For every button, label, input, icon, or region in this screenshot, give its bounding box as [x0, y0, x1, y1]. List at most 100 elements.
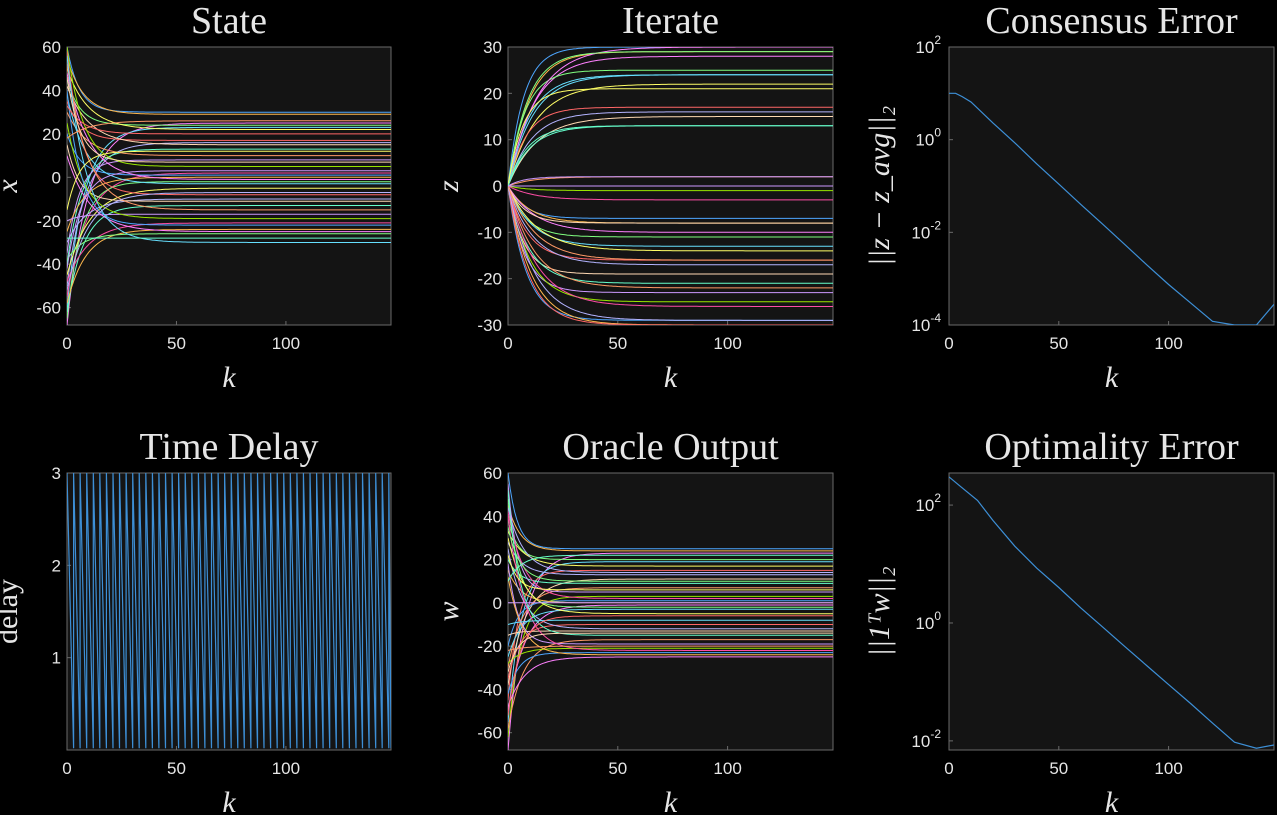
x-tick-label: 50: [167, 759, 186, 778]
subplot-oracle-output: Oracle Output k w 0 50 100 60 40 20 0 -20 -40 -60: [432, 426, 834, 815]
subplot-consensus-error: Consensus Error k ||z − z_avg||₂ 0 50 100 102 1…: [863, 0, 1275, 394]
x-tick-label: 100: [1154, 759, 1182, 778]
series-line: [508, 74, 833, 187]
series-line: [949, 92, 1274, 325]
series-line: [508, 125, 833, 187]
x-tick-label: 0: [944, 759, 953, 778]
x-tick-label: 100: [1154, 334, 1182, 353]
axes-background: [949, 473, 1274, 750]
series-line: [67, 120, 391, 139]
series-line: [508, 531, 833, 567]
series-line: [67, 122, 391, 220]
x-axis-label: k: [222, 786, 236, 815]
axes-frame: [948, 46, 1275, 326]
axes-background: [508, 473, 833, 750]
series-line: [508, 185, 833, 294]
series-line: [508, 185, 833, 303]
series-line: [67, 222, 391, 282]
series-line: [508, 185, 833, 219]
series-line: [508, 656, 833, 707]
y-tick-label: 10-2: [911, 218, 941, 242]
series-line: [508, 526, 833, 582]
x-tick-label: 50: [167, 334, 186, 353]
series-line: [508, 516, 833, 651]
y-tick-label: 100: [915, 126, 941, 150]
chart-title: Oracle Output: [562, 426, 779, 468]
series-line: [508, 83, 833, 187]
series-line: [508, 569, 833, 701]
series-line: [508, 632, 833, 673]
series-line: [508, 111, 833, 187]
series-line: [67, 198, 391, 243]
x-tick-label: 100: [272, 759, 300, 778]
series-line: [508, 185, 833, 238]
axes-background: [949, 47, 1274, 325]
series-line: [67, 144, 391, 202]
series-line: [67, 105, 391, 135]
series-line: [508, 548, 833, 630]
series-line: [508, 630, 833, 636]
axes-frame: [507, 472, 834, 751]
series-line: [508, 185, 833, 201]
y-tick-label: 102: [915, 491, 941, 515]
series-line: [508, 647, 833, 664]
y-tick-label: 100: [915, 609, 941, 633]
x-axis-label: k: [664, 786, 678, 815]
series-line: [508, 542, 833, 576]
series-line: [508, 576, 833, 656]
subplot-state: State k x 0 50 100 60 40 20 0 -20 -40 -60: [0, 0, 392, 394]
series-line: [508, 185, 833, 307]
series-line: [508, 498, 833, 608]
series-line: [67, 126, 391, 308]
series-line: [67, 72, 391, 180]
chart-title: State: [191, 0, 267, 42]
series-line: [67, 142, 391, 286]
series-line: [67, 47, 391, 113]
y-tick-label: 0: [493, 594, 502, 613]
series-line: [508, 619, 833, 625]
y-tick-label: -60: [477, 724, 502, 743]
series-line: [508, 185, 833, 224]
series-line: [67, 228, 391, 304]
x-axis-label: k: [1105, 361, 1119, 394]
series-line: [508, 47, 833, 187]
y-axis-label: x: [0, 179, 24, 194]
series-lines: [67, 473, 391, 749]
series-line: [67, 122, 391, 325]
axes-background: [67, 47, 391, 325]
y-tick-label: -40: [36, 255, 61, 274]
series-line: [508, 600, 833, 647]
y-axis-label: ||1ᵀw||₂: [863, 566, 896, 656]
y-axis-label: z: [432, 180, 465, 193]
y-tick-label: 60: [42, 38, 61, 57]
series-line: [508, 185, 833, 252]
series-line: [508, 505, 833, 552]
series-line: [508, 185, 833, 289]
x-tick-label: 50: [1049, 334, 1068, 353]
series-line: [508, 185, 833, 233]
series-line: [67, 55, 391, 243]
y-tick-label: 1: [52, 649, 61, 668]
y-tick-label: 0: [52, 168, 61, 187]
series-line: [508, 88, 833, 187]
x-axis-label: k: [1105, 786, 1119, 815]
series-line: [508, 47, 833, 187]
series-line: [67, 187, 391, 276]
series-line: [67, 176, 391, 232]
series-line: [508, 185, 833, 321]
x-tick-label: 0: [503, 334, 512, 353]
x-tick-label: 0: [62, 334, 71, 353]
series-line: [508, 55, 833, 187]
series-line: [67, 111, 391, 157]
x-tick-label: 0: [944, 334, 953, 353]
series-line: [508, 511, 833, 599]
chart-title: Consensus Error: [985, 0, 1238, 42]
x-tick-label: 100: [272, 334, 300, 353]
y-tick-label: -20: [477, 637, 502, 656]
y-tick-label: -20: [36, 212, 61, 231]
series-line: [508, 615, 833, 716]
series-line: [508, 645, 833, 651]
series-line: [67, 150, 391, 211]
